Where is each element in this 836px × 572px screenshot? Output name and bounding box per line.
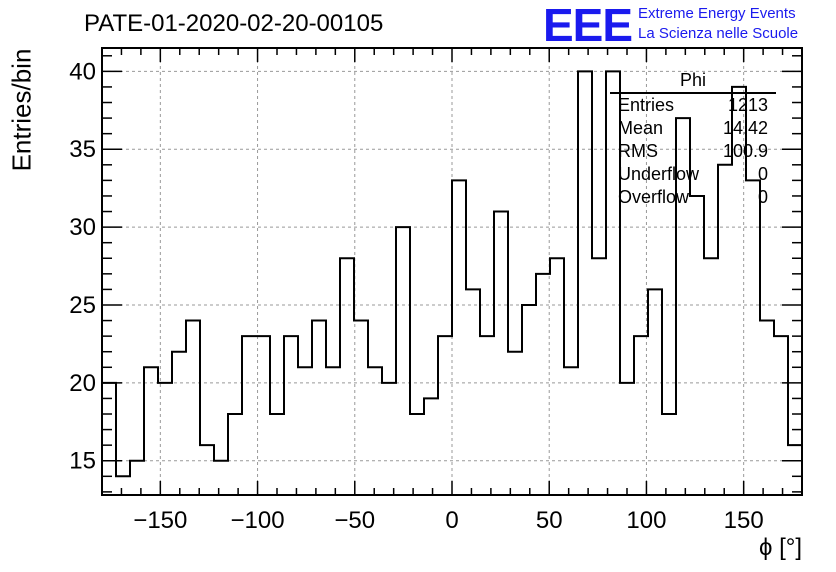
x-tick-label: 0 (445, 507, 458, 534)
stats-value: 1213 (727, 95, 768, 115)
y-tick-label: 35 (69, 136, 96, 163)
tick-labels: −150 −100 −50 0 50 100 150 15 20 25 30 35 40 (69, 58, 763, 534)
stats-value: 100.9 (722, 141, 768, 161)
stats-row-overflow: Overflow 0 (610, 186, 776, 209)
x-tick-label: −100 (231, 507, 285, 534)
stats-title: Phi (610, 70, 776, 94)
histogram-line (101, 70, 803, 495)
x-tick-label: 50 (536, 507, 563, 534)
y-tick-label: 30 (69, 214, 96, 241)
y-tick-label: 25 (69, 292, 96, 319)
stats-row-underflow: Underflow 0 (610, 163, 776, 186)
stats-row-mean: Mean 14.42 (610, 117, 776, 140)
y-tick-label: 40 (69, 58, 96, 85)
x-tick-label: 100 (626, 507, 666, 534)
logo-line-1: Extreme Energy Events (638, 5, 796, 22)
y-axis-label: Entries/bin (6, 48, 37, 172)
plot-frame (101, 47, 803, 496)
x-axis-label: ϕ [°] (758, 534, 802, 561)
logo-line-2: La Scienza nelle Scuole (638, 25, 799, 42)
axis-ticks (101, 48, 803, 495)
chart-title: PATE-01-2020-02-20-00105 (84, 10, 384, 37)
stats-label: Underflow (618, 164, 700, 184)
stats-label: Mean (618, 118, 664, 138)
x-tick-label: −50 (334, 507, 375, 534)
eee-logo: EEE (543, 0, 633, 51)
stats-row-entries: Entries 1213 (610, 94, 776, 117)
x-tick-label: −150 (133, 507, 187, 534)
stats-value: 0 (757, 164, 768, 184)
stats-row-rms: RMS 100.9 (610, 140, 776, 163)
stats-label: Overflow (618, 187, 690, 207)
stats-label: Entries (618, 95, 675, 115)
y-tick-label: 20 (69, 370, 96, 397)
logo-caption: Extreme Energy Events La Scienza nelle S… (638, 4, 798, 44)
y-tick-label: 15 (69, 448, 96, 475)
stats-value: 0 (757, 187, 768, 207)
stats-box: Phi Entries 1213 Mean 14.42 RMS 100.9 Un… (610, 70, 776, 209)
stats-label: RMS (618, 141, 658, 161)
x-tick-label: 150 (724, 507, 764, 534)
stats-value: 14.42 (722, 118, 768, 138)
